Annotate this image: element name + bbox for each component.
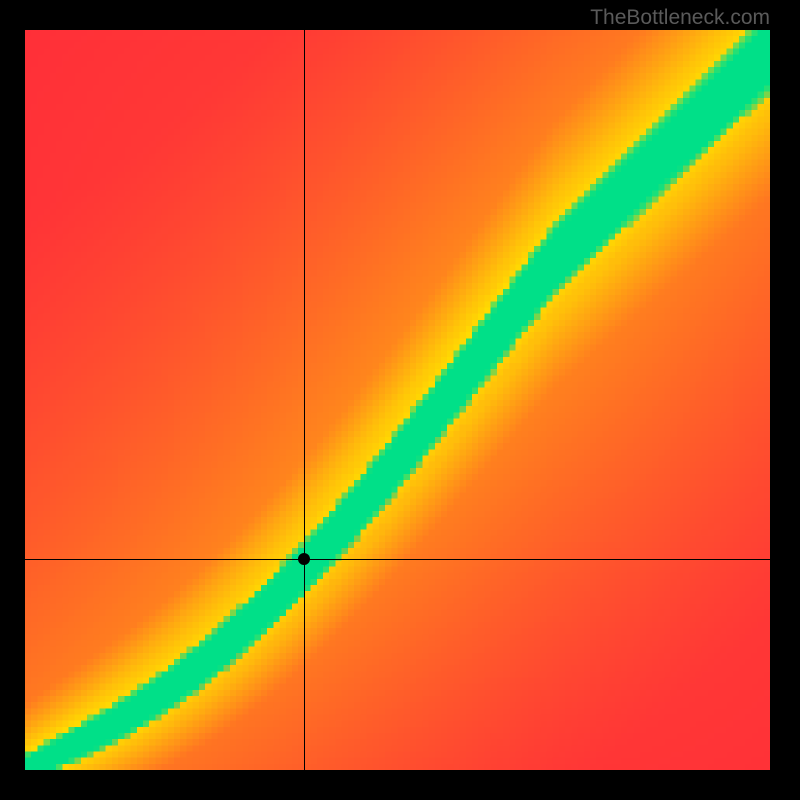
crosshair-horizontal (25, 559, 770, 560)
chart-container: TheBottleneck.com (0, 0, 800, 800)
crosshair-vertical (304, 30, 305, 770)
marker-dot (298, 553, 310, 565)
watermark-text: TheBottleneck.com (590, 6, 770, 30)
bottleneck-heatmap (25, 30, 770, 770)
